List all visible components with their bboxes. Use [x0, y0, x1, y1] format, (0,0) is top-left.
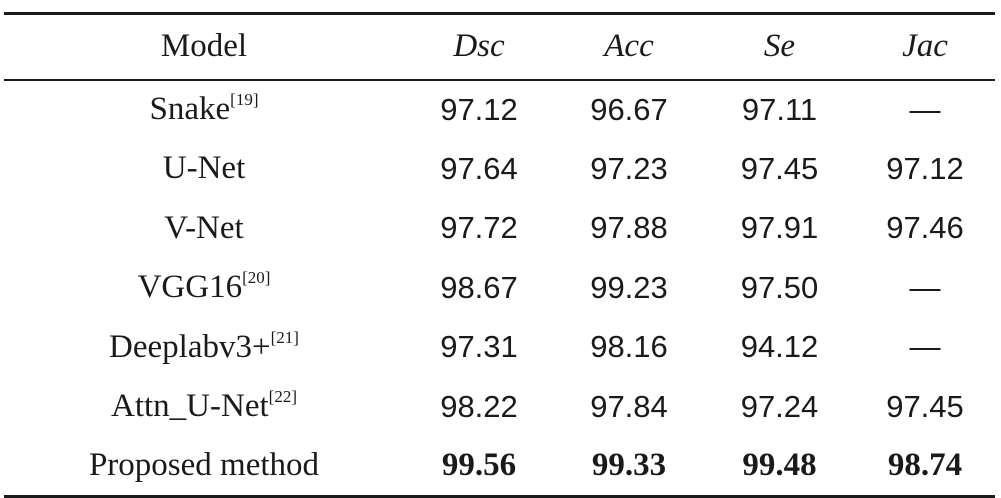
model-cell: VGG16[20] — [4, 258, 404, 318]
citation-ref: [19] — [230, 90, 259, 110]
acc-cell: 99.33 — [591, 447, 667, 483]
model-name: U-Net — [162, 150, 246, 187]
acc-cell: 97.84 — [590, 388, 668, 424]
table-row: Deeplabv3+[21] 97.31 98.16 94.12 — — [4, 318, 995, 378]
citation-ref: [20] — [242, 268, 271, 288]
header-se: Se — [763, 28, 796, 65]
acc-cell: 97.23 — [590, 150, 668, 186]
citation-ref: [22] — [268, 387, 297, 407]
se-cell: 97.45 — [740, 150, 819, 186]
model-cell: V-Net — [4, 199, 404, 259]
acc-cell: 99.23 — [590, 269, 668, 305]
se-cell: 97.91 — [740, 210, 819, 246]
se-cell: 94.12 — [740, 329, 819, 365]
jac-cell: 98.74 — [887, 447, 963, 483]
acc-cell: 98.16 — [590, 329, 668, 365]
table-row: U-Net 97.64 97.23 97.45 97.12 — [4, 139, 995, 199]
comparison-table-container: Model Dsc Acc Se Jac Snake[19] 97.12 96.… — [4, 12, 995, 498]
model-cell: Attn_U-Net[22] — [4, 377, 404, 437]
model-cell: Proposed method — [4, 437, 404, 497]
acc-cell: 96.67 — [590, 91, 668, 127]
comparison-table: Model Dsc Acc Se Jac Snake[19] 97.12 96.… — [4, 12, 995, 498]
model-name: Proposed method — [88, 447, 320, 483]
header-jac: Jac — [902, 28, 948, 65]
model-name: V-Net — [164, 209, 244, 246]
citation-ref: [21] — [270, 327, 299, 347]
jac-cell: 97.45 — [886, 388, 964, 424]
jac-cell: 97.12 — [886, 150, 964, 186]
header-acc: Acc — [604, 28, 654, 65]
se-cell: 99.48 — [742, 447, 817, 483]
jac-cell: — — [909, 329, 941, 365]
model-name: Attn_U-Net — [111, 388, 269, 425]
se-cell: 97.24 — [740, 388, 819, 424]
table-row: V-Net 97.72 97.88 97.91 97.46 — [4, 199, 995, 259]
dsc-cell: 99.56 — [441, 447, 517, 483]
jac-cell: — — [909, 269, 941, 305]
table-row: VGG16[20] 98.67 99.23 97.50 — — [4, 258, 995, 318]
jac-cell: — — [909, 91, 941, 127]
model-name: Deeplabv3+ — [109, 328, 271, 365]
model-cell: Deeplabv3+[21] — [4, 318, 404, 378]
model-name: VGG16 — [137, 269, 243, 306]
se-cell: 97.11 — [741, 91, 818, 127]
model-cell: U-Net — [4, 139, 404, 199]
dsc-cell: 97.72 — [440, 210, 518, 246]
se-cell: 97.50 — [740, 269, 819, 305]
dsc-cell: 97.64 — [440, 150, 518, 186]
table-row: Snake[19] 97.12 96.67 97.11 — — [4, 80, 995, 140]
dsc-cell: 98.22 — [440, 388, 518, 424]
dsc-cell: 98.67 — [440, 269, 518, 305]
table-header-row: Model Dsc Acc Se Jac — [4, 13, 995, 80]
table-row-proposed: Proposed method 99.56 99.33 99.48 98.74 — [4, 437, 995, 497]
jac-cell: 97.46 — [886, 210, 964, 246]
header-model: Model — [160, 28, 248, 65]
acc-cell: 97.88 — [590, 210, 668, 246]
model-name: Snake — [149, 91, 231, 128]
model-cell: Snake[19] — [4, 80, 404, 140]
dsc-cell: 97.31 — [440, 329, 518, 365]
dsc-cell: 97.12 — [440, 91, 518, 127]
table-row: Attn_U-Net[22] 98.22 97.84 97.24 97.45 — [4, 377, 995, 437]
header-dsc: Dsc — [453, 28, 505, 65]
